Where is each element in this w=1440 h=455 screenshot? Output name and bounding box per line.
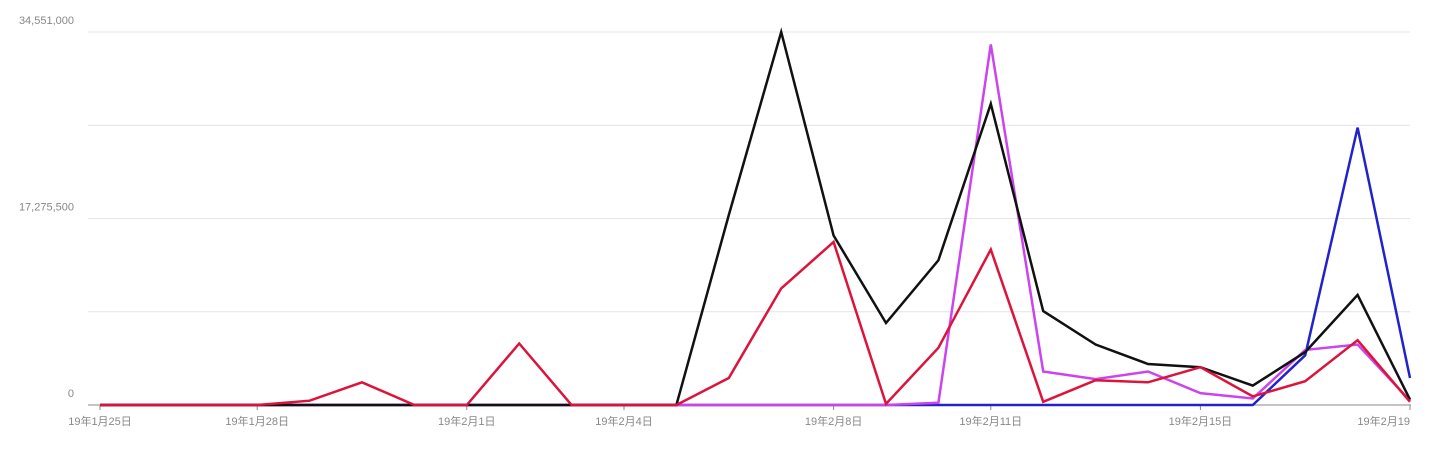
x-tick-label: 19年2月11日 xyxy=(959,414,1022,428)
series-line xyxy=(100,239,1411,407)
x-tick-label: 19年1月25日 xyxy=(68,414,132,428)
y-tick-label: 34,551,000 xyxy=(19,15,74,27)
x-tick-label: 19年1月28日 xyxy=(225,414,289,428)
series-line xyxy=(100,27,1412,407)
x-tick-label: 19年2月1日 xyxy=(438,414,495,428)
x-tick-label: 19年2月4日 xyxy=(595,414,652,428)
x-tick-label: 19年2月19 xyxy=(1357,414,1410,428)
x-tick-label: 19年2月8日 xyxy=(805,414,862,428)
x-tick-label: 19年2月15日 xyxy=(1169,414,1233,428)
series-line xyxy=(100,44,1411,407)
series-line xyxy=(100,127,1412,407)
y-tick-label: 0 xyxy=(68,388,74,400)
y-tick-label: 17,275,500 xyxy=(19,201,74,213)
